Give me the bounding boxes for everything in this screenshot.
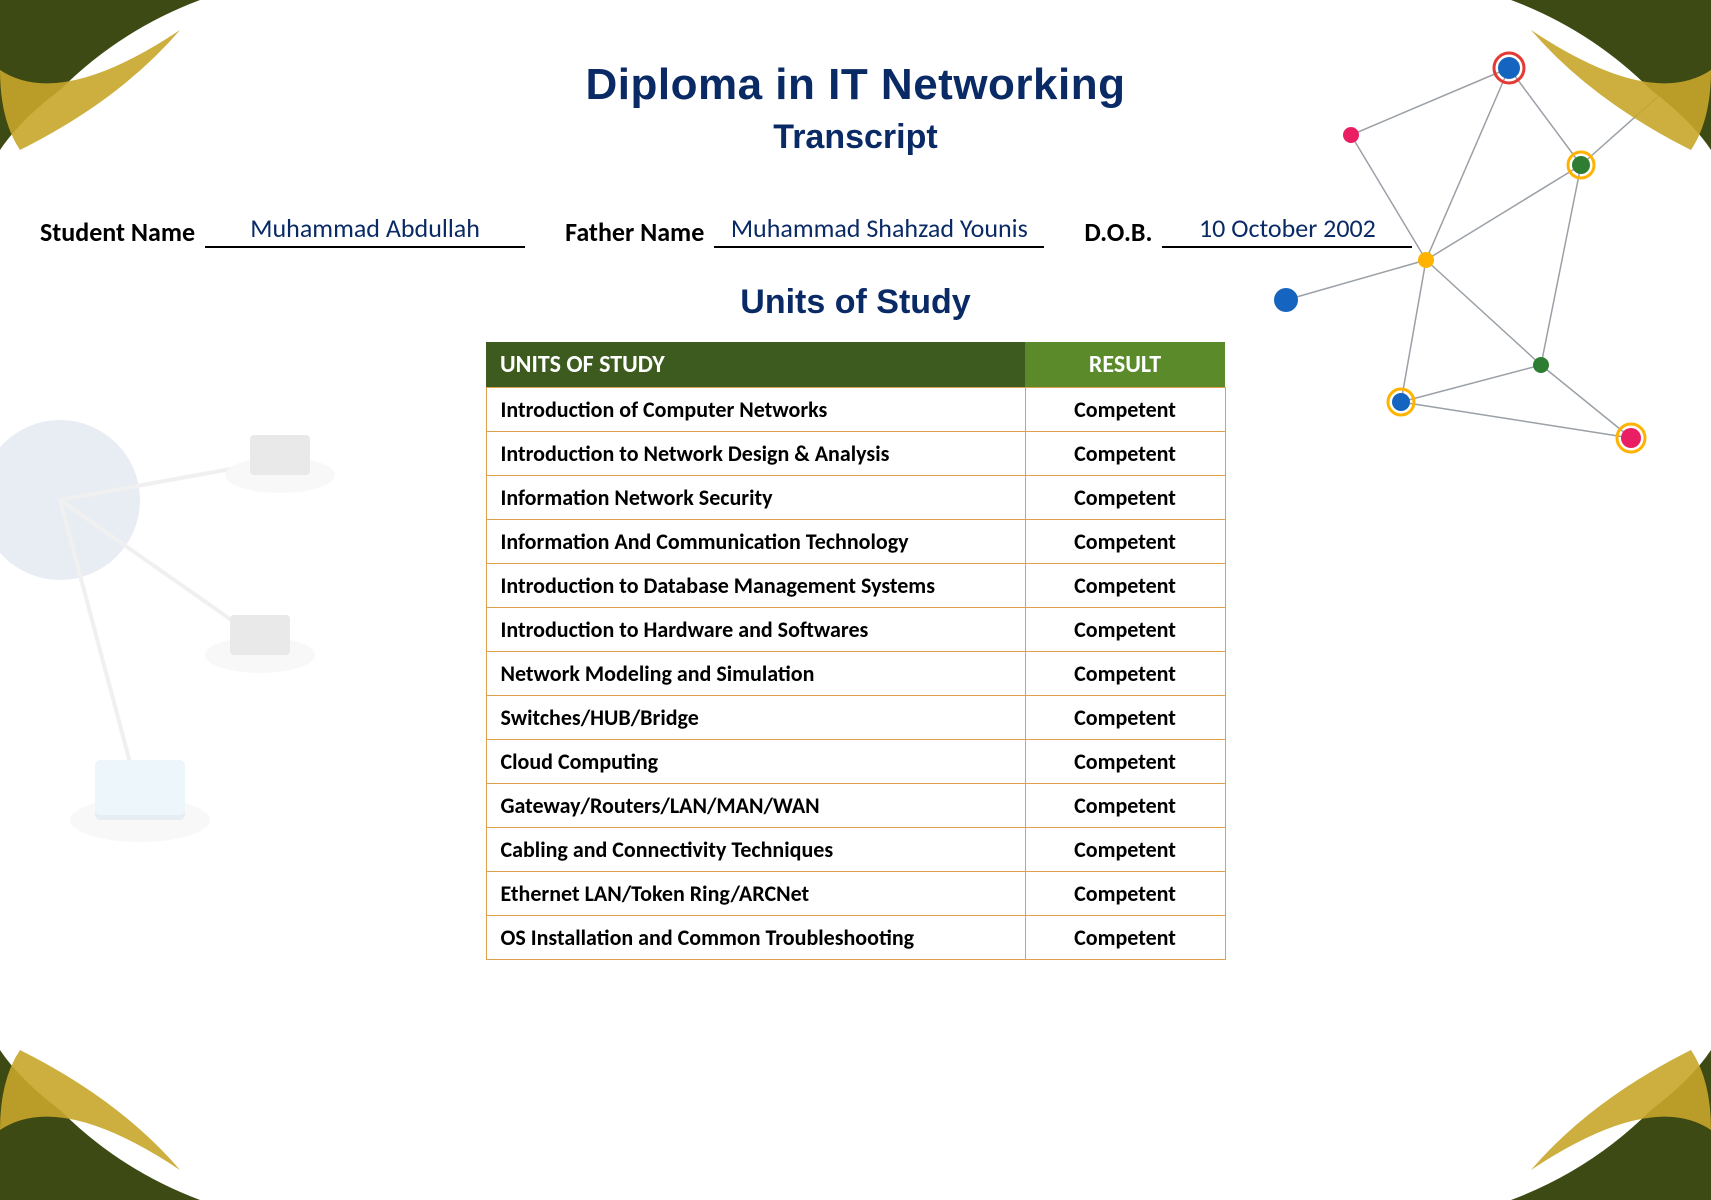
- student-name-label: Student Name: [40, 216, 195, 248]
- corner-flourish-bl: [0, 1040, 220, 1200]
- unit-cell: Cloud Computing: [486, 740, 1025, 784]
- unit-cell: Switches/HUB/Bridge: [486, 696, 1025, 740]
- dob-field: 10 October 2002: [1162, 212, 1412, 248]
- father-name-label: Father Name: [565, 216, 704, 248]
- result-cell: Competent: [1025, 432, 1225, 476]
- unit-cell: Introduction of Computer Networks: [486, 388, 1025, 432]
- corner-flourish-tr: [1491, 0, 1711, 160]
- table-row: Introduction to Hardware and SoftwaresCo…: [486, 608, 1225, 652]
- unit-cell: Ethernet LAN/Token Ring/ARCNet: [486, 872, 1025, 916]
- table-row: OS Installation and Common Troubleshooti…: [486, 916, 1225, 960]
- result-cell: Competent: [1025, 608, 1225, 652]
- result-cell: Competent: [1025, 652, 1225, 696]
- table-row: Introduction to Database Management Syst…: [486, 564, 1225, 608]
- father-name-value: Muhammad Shahzad Younis: [731, 212, 1028, 244]
- father-name-group: Father Name Muhammad Shahzad Younis: [565, 212, 1044, 248]
- table-row: Cabling and Connectivity TechniquesCompe…: [486, 828, 1225, 872]
- student-name-field: Muhammad Abdullah: [205, 212, 525, 248]
- student-name-group: Student Name Muhammad Abdullah: [40, 212, 525, 248]
- result-cell: Competent: [1025, 916, 1225, 960]
- unit-cell: OS Installation and Common Troubleshooti…: [486, 916, 1025, 960]
- father-name-field: Muhammad Shahzad Younis: [714, 212, 1044, 248]
- student-info-row: Student Name Muhammad Abdullah Father Na…: [30, 212, 1681, 248]
- table-row: Information Network SecurityCompetent: [486, 476, 1225, 520]
- dob-value: 10 October 2002: [1199, 212, 1376, 244]
- table-row: Cloud ComputingCompetent: [486, 740, 1225, 784]
- dob-group: D.O.B. 10 October 2002: [1084, 212, 1412, 248]
- unit-cell: Introduction to Hardware and Softwares: [486, 608, 1025, 652]
- student-name-value: Muhammad Abdullah: [250, 212, 480, 244]
- result-cell: Competent: [1025, 564, 1225, 608]
- table-row: Ethernet LAN/Token Ring/ARCNetCompetent: [486, 872, 1225, 916]
- result-cell: Competent: [1025, 828, 1225, 872]
- unit-cell: Introduction to Network Design & Analysi…: [486, 432, 1025, 476]
- unit-cell: Information And Communication Technology: [486, 520, 1025, 564]
- corner-flourish-tl: [0, 0, 220, 160]
- result-cell: Competent: [1025, 696, 1225, 740]
- table-row: Introduction to Network Design & Analysi…: [486, 432, 1225, 476]
- units-header: UNITS OF STUDY: [486, 342, 1025, 388]
- unit-cell: Introduction to Database Management Syst…: [486, 564, 1025, 608]
- result-cell: Competent: [1025, 784, 1225, 828]
- corner-flourish-br: [1491, 1040, 1711, 1200]
- unit-cell: Network Modeling and Simulation: [486, 652, 1025, 696]
- table-row: Information And Communication Technology…: [486, 520, 1225, 564]
- result-cell: Competent: [1025, 740, 1225, 784]
- table-row: Gateway/Routers/LAN/MAN/WANCompetent: [486, 784, 1225, 828]
- result-cell: Competent: [1025, 476, 1225, 520]
- table-row: Switches/HUB/BridgeCompetent: [486, 696, 1225, 740]
- units-table: UNITS OF STUDY RESULT Introduction of Co…: [486, 342, 1226, 960]
- unit-cell: Gateway/Routers/LAN/MAN/WAN: [486, 784, 1025, 828]
- table-row: Network Modeling and SimulationCompetent: [486, 652, 1225, 696]
- transcript-page: Diploma in IT Networking Transcript Stud…: [0, 0, 1711, 1200]
- unit-cell: Cabling and Connectivity Techniques: [486, 828, 1025, 872]
- table-row: Introduction of Computer NetworksCompete…: [486, 388, 1225, 432]
- background-network-illustration: [0, 380, 420, 980]
- unit-cell: Information Network Security: [486, 476, 1025, 520]
- result-cell: Competent: [1025, 388, 1225, 432]
- result-cell: Competent: [1025, 872, 1225, 916]
- dob-label: D.O.B.: [1084, 216, 1152, 248]
- result-cell: Competent: [1025, 520, 1225, 564]
- result-header: RESULT: [1025, 342, 1225, 388]
